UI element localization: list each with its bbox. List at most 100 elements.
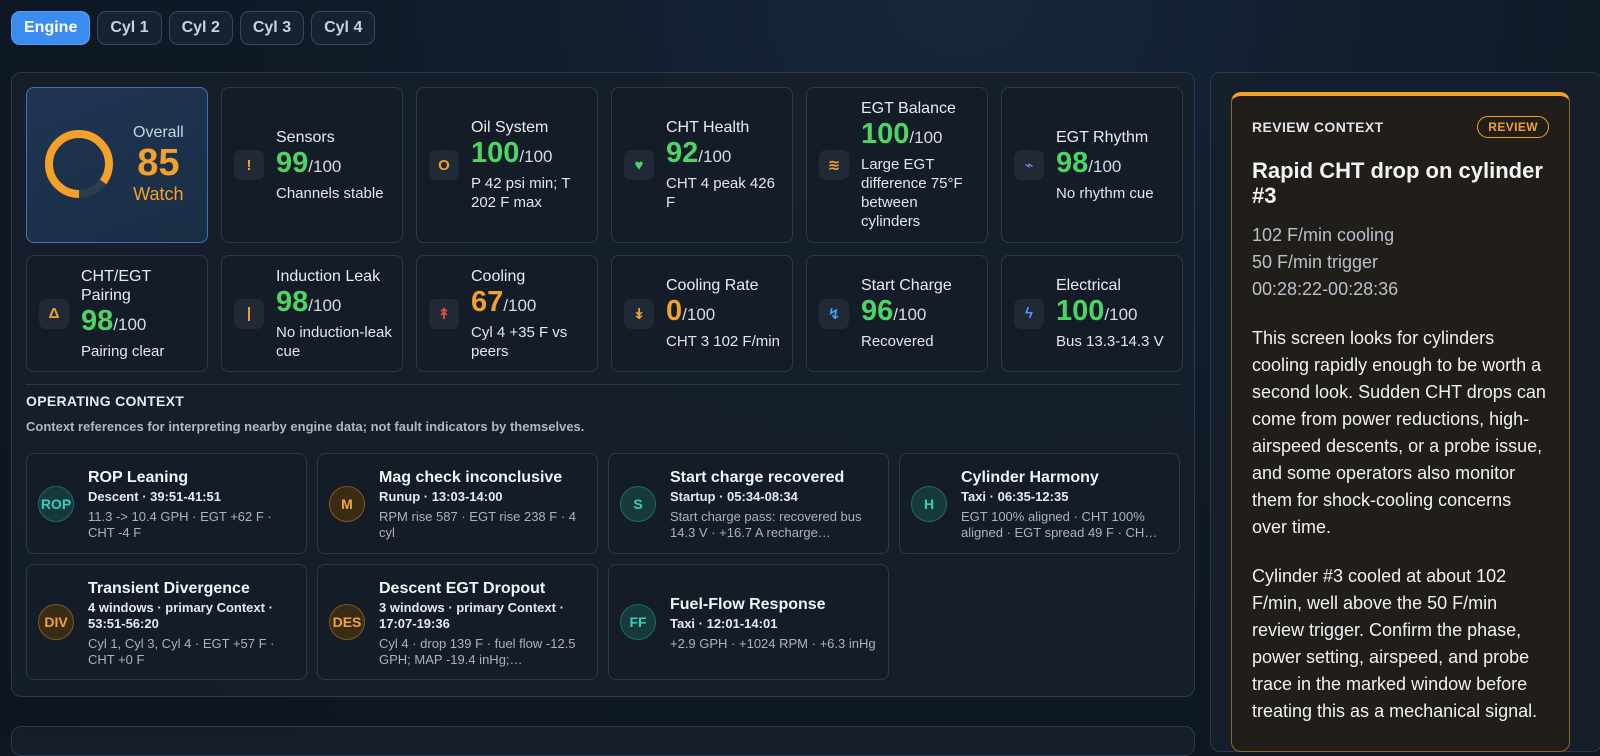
metric-title: Cooling Rate (666, 277, 759, 294)
context-card[interactable]: DES Descent EGT Dropout 3 windows · primar… (317, 564, 598, 680)
metric-denominator: /100 (519, 147, 553, 166)
lightning-icon: ϟ (1014, 298, 1044, 329)
context-card[interactable]: ROP ROP Leaning Descent · 39:51-41:51 11.3 … (26, 453, 307, 554)
metric-denominator: /100 (308, 295, 342, 315)
context-card[interactable]: DIV Transient Divergence 4 windows · prima… (26, 564, 307, 680)
overall-label: Overall (133, 124, 184, 141)
review-context-card: REVIEW CONTEXT REVIEW Rapid CHT drop on … (1231, 92, 1570, 752)
metric-card[interactable]: O Oil System 100/100 P 42 psi min; T 202 F … (416, 87, 598, 243)
context-card[interactable]: FF Fuel-Flow Response Taxi · 12:01-14:01 +2… (608, 564, 889, 680)
context-badge: S (620, 485, 656, 522)
tab-cyl-1[interactable]: Cyl 1 (97, 11, 162, 45)
overall-score-card[interactable]: Overall 85 Watch (26, 87, 208, 243)
context-description: +2.9 GPH · +1024 RPM · +6.3 inHg (670, 635, 876, 651)
review-context-label: REVIEW CONTEXT (1252, 119, 1384, 135)
operating-context-subtitle: Context references for interpreting near… (26, 419, 585, 434)
metric-value: 67 (471, 285, 504, 318)
metric-title: Induction Leak (276, 267, 381, 285)
metric-value: 98 (81, 304, 114, 337)
metric-denominator: /100 (893, 305, 927, 324)
metric-description: P 42 psi min; T 202 F max (471, 175, 571, 211)
context-subtitle: Taxi · 12:01-14:01 (670, 615, 778, 631)
context-description: RPM rise 587 · EGT rise 238 F · 4 cyl (379, 509, 576, 540)
review-paragraph: Cylinder #3 cooled at about 102 F/min, w… (1252, 566, 1538, 721)
context-card[interactable]: S Start charge recovered Startup · 05:34-0… (608, 453, 889, 554)
metric-title: Sensors (276, 128, 335, 146)
context-title: Descent EGT Dropout (379, 579, 546, 597)
metric-card[interactable]: ⌁ EGT Rhythm 98/100 No rhythm cue (1001, 87, 1183, 243)
context-card[interactable]: H Cylinder Harmony Taxi · 06:35-12:35 EGT 1… (899, 453, 1180, 554)
metric-title: EGT Balance (861, 100, 956, 117)
context-subtitle: 3 windows · primary Context · 17:07-19:3… (379, 599, 564, 631)
metric-description: Channels stable (276, 184, 384, 202)
metric-title: Start Charge (861, 277, 952, 294)
overall-value: 85 (137, 142, 180, 184)
metric-value: 100 (1056, 295, 1105, 327)
metric-grid: Overall 85 Watch ! Sensors 99/100 Channels … (26, 87, 1183, 372)
metric-description: Recovered (861, 333, 934, 350)
metric-value: 98 (276, 285, 309, 318)
context-subtitle: Startup · 05:34-08:34 (670, 489, 798, 504)
metric-card[interactable]: ↯ Start Charge 96/100 Recovered (806, 255, 988, 372)
arrow-up-icon: ↟ (429, 298, 459, 329)
metric-description: Cyl 4 +35 F vs peers (471, 323, 568, 360)
context-subtitle: 4 windows · primary Context · 53:51-56:2… (88, 599, 273, 631)
metric-value: 0 (666, 295, 683, 327)
pulse-icon: ⌁ (1014, 150, 1044, 180)
context-title: Cylinder Harmony (961, 469, 1099, 486)
context-description: 11.3 -> 10.4 GPH · EGT +62 F · CHT -4 F (88, 509, 272, 540)
metric-card[interactable]: ♥ CHT Health 92/100 CHT 4 peak 426 F (611, 87, 793, 243)
metric-description: No induction-leak cue (276, 323, 392, 360)
context-badge: H (911, 485, 947, 522)
delta-icon: Δ (39, 298, 69, 329)
oil-icon: O (429, 150, 459, 180)
tab-cyl-4[interactable]: Cyl 4 (311, 11, 376, 45)
engine-panel: Overall 85 Watch ! Sensors 99/100 Channels … (11, 72, 1195, 697)
context-description: Cyl 4 · drop 139 F · fuel flow -12.5 GPH… (379, 635, 576, 667)
lower-panel (11, 726, 1195, 756)
waves-icon: ≋ (819, 150, 849, 180)
tab-cyl-3[interactable]: Cyl 3 (239, 11, 305, 45)
context-description: EGT 100% aligned · CHT 100% aligned · EG… (961, 509, 1158, 540)
context-description: Start charge pass: recovered bus 14.3 V … (670, 509, 862, 540)
metric-denominator: /100 (698, 147, 732, 166)
metric-card[interactable]: ! Sensors 99/100 Channels stable (221, 87, 403, 243)
metric-title: Electrical (1056, 277, 1121, 294)
metric-denominator: /100 (1104, 305, 1138, 324)
context-subtitle: Taxi · 06:35-12:35 (961, 489, 1069, 504)
bar-icon: | (234, 298, 264, 329)
metric-description: CHT 3 102 F/min (666, 333, 780, 350)
heart-icon: ♥ (624, 150, 654, 180)
metric-card[interactable]: ↟ Cooling 67/100 Cyl 4 +35 F vs peers (416, 255, 598, 372)
metric-denominator: /100 (909, 128, 943, 147)
context-description: Cyl 1, Cyl 3, Cyl 4 · EGT +57 F · CHT +0… (88, 635, 275, 667)
context-badge: M (329, 485, 365, 522)
metric-denominator: /100 (308, 156, 342, 176)
context-card[interactable]: M Mag check inconclusive Runup · 13:03-14:… (317, 453, 598, 554)
context-badge: DIV (38, 604, 74, 640)
metric-card[interactable]: ≋ EGT Balance 100/100 Large EGT difference … (806, 87, 988, 243)
metric-title: EGT Rhythm (1056, 128, 1149, 146)
metric-title: Cooling (471, 267, 526, 285)
metric-value: 98 (1056, 146, 1089, 179)
metric-description: Large EGT difference 75°F between cylind… (861, 156, 963, 230)
tab-cyl-2[interactable]: Cyl 2 (168, 11, 233, 45)
metric-denominator: /100 (1088, 156, 1122, 176)
metric-card[interactable]: ϟ Electrical 100/100 Bus 13.3-14.3 V (1001, 255, 1183, 372)
tab-bar: Engine Cyl 1 Cyl 2 Cyl 3 Cyl 4 (11, 11, 376, 45)
review-paragraph: This screen looks for cylinders cooling … (1252, 328, 1546, 537)
section-divider (26, 384, 1180, 385)
arrow-down-icon: ↡ (624, 298, 654, 329)
overall-status: Watch (133, 184, 184, 204)
metric-value: 100 (471, 137, 520, 169)
metric-denominator: /100 (503, 295, 537, 315)
metric-denominator: /100 (113, 314, 147, 334)
metric-value: 96 (861, 295, 894, 327)
metric-description: CHT 4 peak 426 F (666, 175, 775, 211)
metric-card[interactable]: | Induction Leak 98/100 No induction-leak c… (221, 255, 403, 372)
context-badge: ROP (38, 485, 74, 522)
metric-card[interactable]: Δ CHT/EGT Pairing 98/100 Pairing clear (26, 255, 208, 372)
tab-engine[interactable]: Engine (11, 11, 91, 45)
exclamation-icon: ! (234, 150, 264, 180)
metric-card[interactable]: ↡ Cooling Rate 0/100 CHT 3 102 F/min (611, 255, 793, 372)
